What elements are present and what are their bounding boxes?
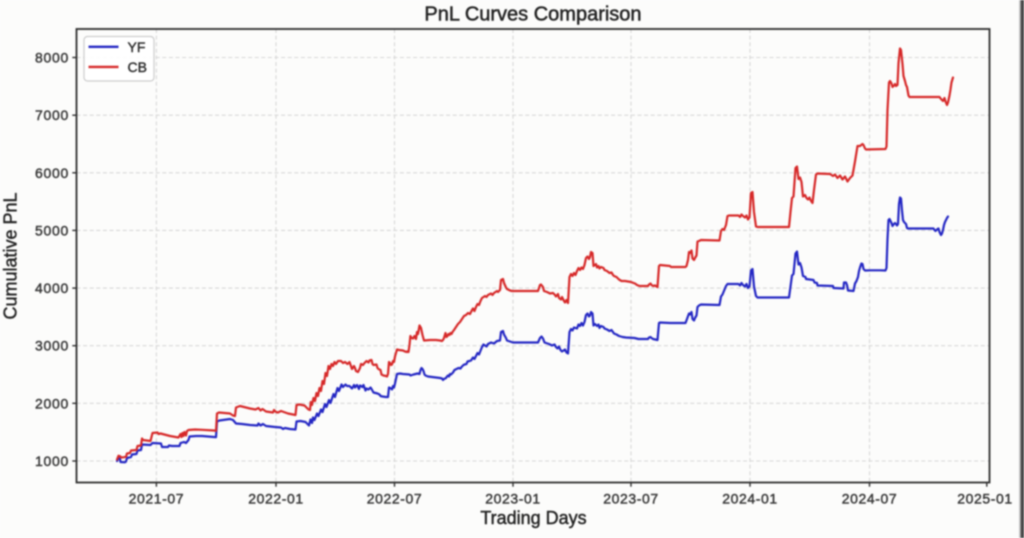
svg-text:PnL Curves Comparison: PnL Curves Comparison (424, 4, 641, 26)
svg-text:2000: 2000 (35, 395, 69, 411)
svg-text:8000: 8000 (35, 50, 69, 66)
svg-text:6000: 6000 (35, 165, 69, 181)
svg-text:2022-01: 2022-01 (248, 491, 304, 507)
svg-text:2024-01: 2024-01 (722, 491, 778, 507)
svg-text:2023-07: 2023-07 (603, 491, 659, 507)
svg-text:1000: 1000 (35, 453, 69, 469)
svg-text:7000: 7000 (35, 107, 69, 123)
svg-text:5000: 5000 (35, 222, 69, 238)
svg-text:2023-01: 2023-01 (485, 491, 541, 507)
svg-text:4000: 4000 (35, 280, 69, 296)
svg-text:2021-07: 2021-07 (129, 491, 185, 507)
svg-text:YF: YF (128, 39, 146, 55)
svg-text:2022-07: 2022-07 (367, 491, 423, 507)
svg-text:2024-07: 2024-07 (842, 491, 898, 507)
svg-text:3000: 3000 (35, 338, 69, 354)
svg-text:Trading Days: Trading Days (480, 508, 586, 528)
svg-text:CB: CB (128, 59, 147, 75)
svg-text:Cumulative PnL: Cumulative PnL (1, 192, 21, 319)
svg-text:2025-01: 2025-01 (957, 491, 1013, 507)
